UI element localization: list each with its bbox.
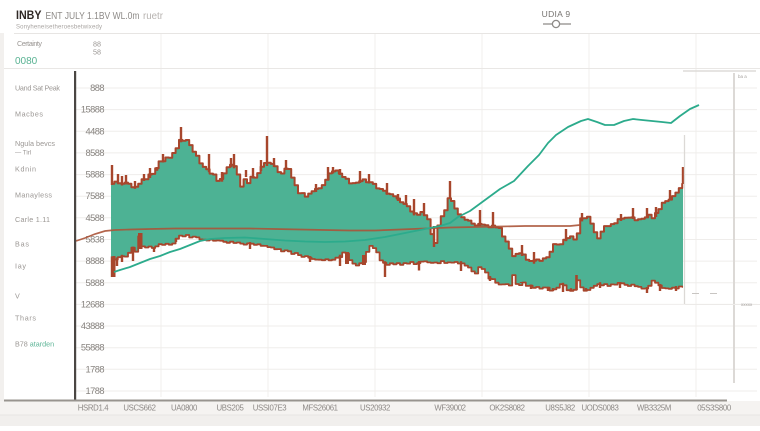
svg-text:Uand Sat Peak: Uand Sat Peak — [15, 84, 60, 93]
svg-text:4588: 4588 — [86, 213, 105, 223]
svg-text:UODS0083: UODS0083 — [581, 404, 618, 413]
svg-text:B78 atarden: B78 atarden — [15, 340, 54, 349]
svg-text:1788: 1788 — [86, 364, 105, 374]
svg-text:12688: 12688 — [81, 299, 104, 309]
svg-text:15888: 15888 — [81, 105, 104, 115]
svg-text:ruetr: ruetr — [143, 10, 163, 22]
svg-text:US20932: US20932 — [360, 404, 390, 413]
svg-text:05S3S800: 05S3S800 — [697, 404, 732, 413]
svg-text:1788: 1788 — [86, 386, 105, 396]
svg-text:Carle 1.11: Carle 1.11 — [15, 215, 50, 224]
svg-text:4488: 4488 — [86, 126, 105, 136]
svg-text:Thars: Thars — [15, 314, 36, 323]
svg-text:43888: 43888 — [81, 321, 104, 331]
svg-text:55888: 55888 — [81, 343, 104, 353]
svg-text:Iay: Iay — [15, 262, 26, 271]
svg-text:Bas: Bas — [15, 240, 29, 249]
svg-text:5888: 5888 — [86, 278, 105, 288]
svg-text:WB3325M: WB3325M — [637, 404, 671, 413]
svg-text:Macbes: Macbes — [15, 110, 43, 119]
svg-text:WF39002: WF39002 — [434, 404, 465, 413]
svg-text:5888: 5888 — [86, 170, 105, 180]
svg-text:USSI07E3: USSI07E3 — [253, 404, 287, 413]
svg-text:8888: 8888 — [86, 256, 105, 266]
svg-text:Manayless: Manayless — [15, 191, 52, 200]
svg-text:xxxxx: xxxxx — [741, 302, 753, 307]
svg-text:— Tirl: — Tirl — [15, 150, 31, 157]
svg-text:INBY: INBY — [16, 8, 42, 22]
svg-text:HSRD1.4: HSRD1.4 — [78, 404, 109, 413]
svg-text:UDIA 9: UDIA 9 — [542, 9, 571, 19]
svg-text:Ngula bevcs: Ngula bevcs — [15, 139, 55, 148]
svg-text:0080: 0080 — [15, 56, 38, 67]
svg-text:V: V — [15, 292, 20, 301]
svg-text:88: 88 — [93, 40, 101, 49]
svg-text:888: 888 — [90, 83, 104, 93]
svg-text:OK2S8082: OK2S8082 — [489, 404, 524, 413]
svg-text:58: 58 — [93, 48, 101, 57]
svg-text:Certainty: Certainty — [17, 39, 42, 48]
svg-text:MFS26061: MFS26061 — [302, 404, 337, 413]
svg-text:Sonyheneisetheroesbetwixedy: Sonyheneisetheroesbetwixedy — [16, 25, 102, 31]
svg-text:UA0800: UA0800 — [171, 404, 198, 413]
svg-text:Kdnin: Kdnin — [15, 165, 36, 174]
svg-text:ba a: ba a — [738, 74, 747, 79]
svg-text:5838: 5838 — [86, 235, 105, 245]
svg-text:UBS205: UBS205 — [217, 404, 245, 413]
svg-text:ENT JULY 1.1BV WL.0m: ENT JULY 1.1BV WL.0m — [46, 10, 140, 22]
svg-text:8588: 8588 — [86, 148, 105, 158]
svg-text:7588: 7588 — [86, 191, 105, 201]
svg-text:USCS662: USCS662 — [123, 404, 155, 413]
svg-text:U8S5J82: U8S5J82 — [545, 404, 575, 413]
